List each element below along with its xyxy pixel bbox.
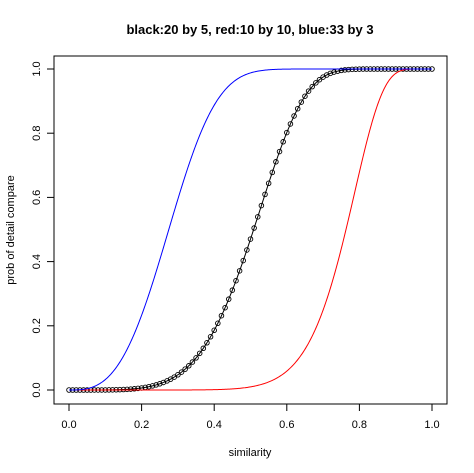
data-point: [146, 383, 152, 390]
y-tick-label: 0.4: [31, 254, 43, 269]
data-point: [247, 236, 254, 242]
x-tick-label: 0.4: [207, 419, 222, 431]
data-point: [131, 386, 138, 392]
data-point: [182, 366, 188, 372]
x-tick-label: 0.8: [352, 419, 367, 431]
data-point: [291, 113, 297, 119]
y-tick-label: 0.8: [31, 126, 43, 141]
data-point: [251, 225, 257, 231]
x-tick-label: 0.0: [61, 419, 76, 431]
data-point: [127, 386, 134, 392]
x-tick-label: 0.6: [279, 419, 294, 431]
data-point: [342, 67, 348, 73]
plot-area: [53, 55, 448, 405]
y-axis: 0.0 0.2 0.4 0.6 0.8 1.0: [31, 61, 55, 398]
data-point: [211, 327, 217, 334]
data-point: [331, 69, 337, 75]
data-point: [309, 83, 315, 90]
data-point: [200, 345, 207, 352]
x-tick-label: 0.2: [134, 419, 149, 431]
data-point: [153, 382, 159, 388]
data-point: [178, 369, 185, 375]
data-point: [316, 76, 323, 83]
data-point: [135, 385, 141, 392]
data-point: [244, 247, 250, 253]
data-point: [229, 287, 236, 293]
series-line-1: [69, 68, 432, 391]
data-point: [258, 202, 265, 209]
data-point: [305, 88, 312, 94]
data-point: [255, 214, 261, 220]
y-tick-label: 1.0: [31, 61, 43, 76]
data-point: [218, 312, 225, 319]
data-point: [276, 148, 283, 155]
data-point: [294, 105, 301, 112]
series-line-2: [69, 68, 432, 391]
data-point: [207, 334, 214, 340]
chart-title: black:20 by 5, red:10 by 10, blue:33 by …: [126, 22, 373, 37]
data-point: [215, 320, 221, 327]
data-point: [193, 355, 199, 361]
x-tick-label: 1.0: [424, 419, 439, 431]
data-point: [287, 121, 294, 127]
data-point: [240, 257, 246, 264]
y-tick-label: 0.0: [31, 382, 43, 397]
data-point: [175, 372, 181, 378]
data-point: [313, 80, 319, 86]
data-point: [233, 277, 239, 284]
data-point: [186, 363, 192, 369]
data-point: [269, 169, 276, 176]
data-point: [338, 67, 345, 74]
data-point: [298, 99, 305, 105]
data-point: [204, 340, 210, 346]
data-point: [284, 129, 290, 136]
x-axis: 0.0 0.2 0.4 0.6 0.8 1.0: [61, 403, 440, 431]
data-point: [273, 159, 279, 165]
series-line-0: [69, 68, 432, 391]
data-point: [149, 383, 156, 389]
y-tick-label: 0.2: [31, 318, 43, 333]
data-point: [189, 359, 196, 365]
series-layer: [66, 66, 435, 393]
data-point: [345, 66, 352, 73]
data-point: [236, 268, 243, 274]
data-point: [262, 191, 268, 198]
y-tick-label: 0.6: [31, 190, 43, 205]
x-axis-label: similarity: [229, 447, 272, 459]
data-point: [222, 304, 228, 311]
data-point: [280, 139, 286, 145]
data-point: [156, 381, 163, 387]
data-point: [302, 93, 308, 99]
data-point: [124, 386, 130, 393]
data-point: [265, 180, 272, 187]
data-point: [327, 70, 334, 77]
y-axis-label: prob of detail compare: [5, 175, 17, 284]
data-point: [196, 350, 203, 357]
data-point: [225, 296, 232, 302]
